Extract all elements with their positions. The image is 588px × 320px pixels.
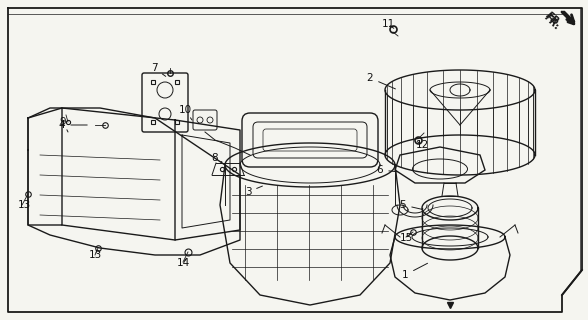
Text: 3: 3 [245,186,262,197]
Text: 2: 2 [367,73,396,89]
Text: 13: 13 [88,250,102,260]
Text: 7: 7 [151,63,166,76]
Text: 11: 11 [382,19,395,29]
Text: 14: 14 [176,258,189,268]
Text: 9: 9 [60,117,68,132]
Text: 4: 4 [59,120,87,130]
Text: FR.: FR. [543,10,563,30]
Text: 12: 12 [415,140,429,150]
Text: 5: 5 [400,200,422,210]
Text: 15: 15 [399,233,413,243]
Text: 6: 6 [377,165,397,175]
Text: 10: 10 [178,105,192,120]
Text: 8: 8 [212,153,222,163]
Text: 13: 13 [18,197,31,210]
Text: FR.: FR. [542,12,562,32]
Text: 1: 1 [402,263,427,280]
